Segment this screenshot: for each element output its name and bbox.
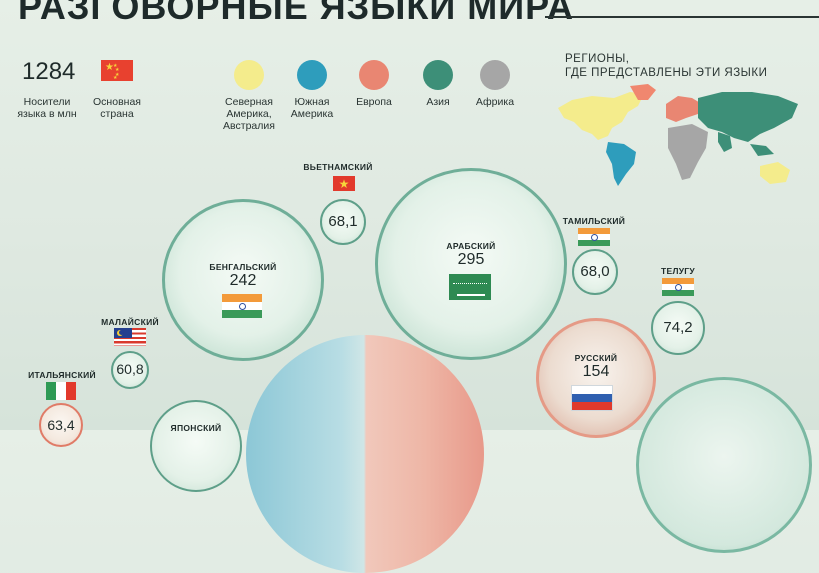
map-africa (668, 124, 708, 180)
legend-speakers-number: 1284 (22, 58, 76, 85)
vietnamese-bubble (320, 199, 366, 245)
map-south-america (606, 142, 636, 186)
region-dot-europe (359, 60, 389, 90)
page-title: РАЗГОВОРНЫЕ ЯЗЫКИ МИРА (18, 0, 574, 27)
india-flag-icon (578, 228, 610, 246)
region-dot-asia (423, 60, 453, 90)
italian-name: ИТАЛЬЯНСКИЙ (28, 370, 96, 380)
map-south-asia (718, 132, 732, 152)
italy-flag-icon (46, 382, 76, 400)
arabic-name: АРАБСКИЙ (446, 241, 496, 251)
region-label-south-america: Южная Америка (290, 96, 334, 120)
italian-value: 63,4 (47, 417, 75, 433)
india-flag-icon (222, 294, 262, 318)
large-asia-bubble (636, 377, 812, 553)
malay-value: 60,8 (116, 361, 144, 377)
region-label-asia: Азия (426, 96, 450, 108)
vietnamese-value: 68,1 (328, 213, 358, 230)
vietnamese-name: ВЬЕТНАМСКИЙ (303, 162, 373, 172)
world-regions-map (558, 84, 798, 186)
japanese-name: ЯПОНСКИЙ (170, 423, 222, 433)
russian-name: РУССКИЙ (574, 353, 618, 363)
bengali-value: 242 (229, 272, 257, 289)
russian-bubble (536, 318, 656, 438)
map-asia (698, 92, 798, 142)
malaysia-flag-icon (114, 328, 146, 346)
malay-bubble (111, 351, 149, 389)
russian-value: 154 (582, 363, 610, 380)
malay-name: МАЛАЙСКИЙ (101, 317, 159, 327)
map-se-asia (750, 144, 774, 156)
map-europe (666, 96, 702, 122)
tamil-value: 68,0 (580, 263, 610, 280)
title-divider (545, 16, 819, 18)
map-australia (760, 162, 790, 184)
legend-country-label: Основная страна (93, 96, 141, 120)
russia-flag-icon (571, 385, 613, 411)
map-north-america (558, 92, 644, 140)
tamil-name: ТАМИЛЬСКИЙ (562, 216, 626, 226)
region-label-africa: Африка (475, 96, 515, 108)
region-label-north-america: Северная Америка, Австралия (223, 96, 275, 132)
china-flag-icon: ★ ★ ★ ★ ★ (101, 60, 133, 81)
japanese-bubble (150, 400, 242, 492)
region-dot-south-america (297, 60, 327, 90)
region-dot-north-america (234, 60, 264, 90)
tamil-bubble (572, 249, 618, 295)
legend-speakers-label: Носители языка в млн (17, 96, 77, 120)
telugu-value: 74,2 (663, 319, 693, 336)
map-title: РЕГИОНЫ, ГДЕ ПРЕДСТАВЛЕНЫ ЭТИ ЯЗЫКИ (565, 53, 768, 79)
arabic-bubble (375, 168, 567, 360)
large-split-bubble (246, 335, 484, 573)
region-dot-africa (480, 60, 510, 90)
telugu-name: ТЕЛУГУ (660, 266, 696, 276)
map-greenland (630, 84, 656, 100)
bengali-name: БЕНГАЛЬСКИЙ (209, 262, 277, 272)
region-label-europe: Европа (356, 96, 392, 108)
vietnam-flag-icon: ★ (333, 176, 355, 191)
telugu-bubble (651, 301, 705, 355)
bengali-bubble (162, 199, 324, 361)
arabic-value: 295 (457, 251, 485, 268)
india-flag-icon (662, 278, 694, 296)
saudi-arabia-flag-icon (449, 274, 491, 300)
